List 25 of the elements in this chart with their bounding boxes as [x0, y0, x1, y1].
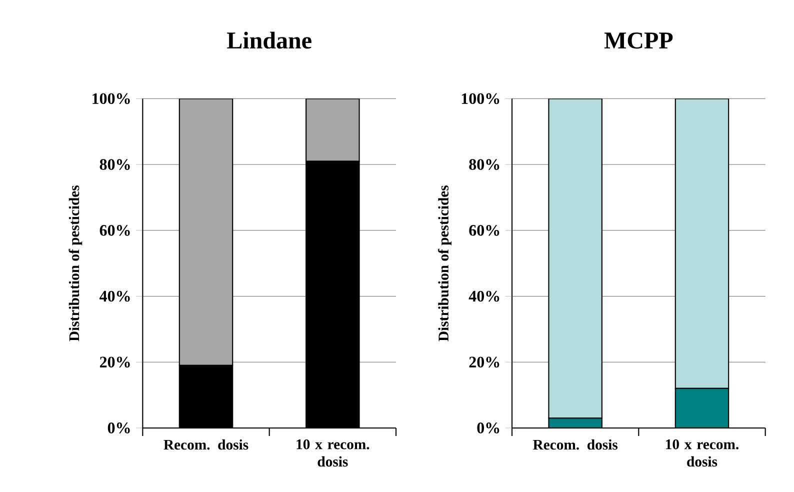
y-axis-title: Distribution of pesticides [68, 185, 82, 342]
x-tick-label: 10 x recom. dosis [666, 439, 738, 467]
y-tick-label: 20% [100, 356, 130, 368]
y-tick-label: 80% [469, 159, 500, 170]
y-tick-label: 40% [100, 290, 130, 302]
bar [674, 98, 730, 389]
x-tick-label: Recom. dosis [533, 439, 618, 450]
bar [178, 98, 234, 366]
x-tick-label: 10 x recom. dosis [296, 439, 370, 467]
x-tick-label: Recom. dosis [164, 439, 248, 450]
y-axis-title: Distribution of pesticides [438, 185, 452, 342]
y-tick-label: 40% [468, 290, 500, 302]
bar [548, 98, 602, 419]
y-tick-label: 80% [100, 159, 130, 170]
bar [306, 98, 360, 162]
chart-title: MCPP [604, 32, 673, 49]
y-tick-label: 60% [100, 224, 130, 236]
y-tick-label: 60% [469, 224, 500, 236]
y-tick-label: 100% [462, 93, 500, 104]
bar [674, 388, 730, 428]
y-tick-label: 100% [92, 93, 130, 104]
chart-title: Lindane [227, 32, 312, 49]
y-tick-label: 0% [477, 422, 500, 434]
y-tick-label: 20% [469, 356, 500, 368]
y-tick-label: 0% [108, 422, 130, 434]
